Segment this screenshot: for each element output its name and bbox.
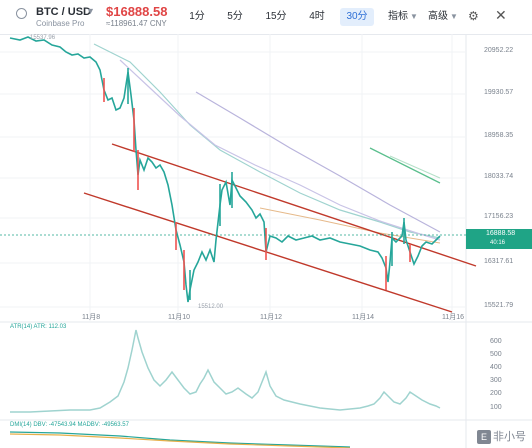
channel-upper-line: [111, 143, 477, 267]
chevron-down-icon: ▼: [450, 12, 458, 21]
advanced-button[interactable]: 高级 ▼: [428, 8, 458, 26]
atr-axis-label: 500: [490, 351, 502, 358]
symbol-pair[interactable]: BTC / USD: [36, 6, 91, 18]
up-candles: [127, 68, 405, 300]
exchange-label: Coinbase Pro: [36, 19, 85, 28]
indicators-label: 指标: [388, 11, 408, 22]
timeframe-4h[interactable]: 4时: [309, 11, 325, 22]
atr-axis-label: 600: [490, 338, 502, 345]
price-axis-label: 20952.22: [484, 47, 514, 54]
price-axis-label: 18958.35: [484, 132, 514, 139]
top-toolbar: BTC / USD Coinbase Pro ▼ $16888.58 ≈1189…: [0, 0, 532, 35]
logo-icon: E: [477, 430, 491, 444]
price-axis-label: 19930.57: [484, 89, 514, 96]
watermark-text: 非小号: [493, 431, 526, 443]
watermark: E 非小号: [477, 428, 526, 444]
close-icon[interactable]: ✕: [495, 7, 507, 23]
atr-axis: 600 500 400 300 200 100: [468, 322, 532, 420]
atr-line: [10, 329, 441, 413]
ma-line-lightgreen: [389, 155, 441, 179]
atr-axis-label: 100: [490, 404, 502, 411]
ma-line-green: [369, 147, 441, 184]
price-cny: ≈118961.47 CNY: [106, 19, 167, 28]
channel-lower-line: [83, 192, 453, 313]
atr-axis-label: 400: [490, 364, 502, 371]
symbol-icon: [16, 8, 27, 19]
time-axis-label: 11月14: [352, 314, 375, 321]
price-axis-label: 15521.79: [484, 302, 514, 309]
price-axis: 20952.22 19930.57 18958.35 18033.74 1715…: [468, 0, 532, 322]
timeframe-1m[interactable]: 1分: [189, 11, 205, 22]
down-candles: [103, 78, 411, 290]
price-axis-label: 18033.74: [484, 173, 514, 180]
ma-line-orange: [259, 207, 441, 244]
timeframe-30m[interactable]: 30分: [340, 8, 374, 26]
price-axis-label: 17156.23: [484, 213, 514, 220]
ma-line-teal: [93, 43, 441, 239]
atr-axis-label: 200: [490, 390, 502, 397]
current-price-tag-text: 16888.58: [486, 230, 516, 237]
time-axis-label: 11月8: [82, 314, 101, 321]
low-value-label: 15512.00: [198, 304, 224, 310]
countdown-tag-text: 40:16: [490, 240, 506, 246]
last-price: $16888.58: [106, 4, 168, 19]
ma-line-lavender: [195, 91, 441, 233]
advanced-label: 高级: [428, 11, 448, 22]
time-axis-label: 11月16: [442, 314, 465, 321]
time-axis-label: 11月10: [168, 314, 191, 321]
gear-icon[interactable]: ⚙: [468, 9, 479, 23]
price-line: [9, 36, 441, 303]
grid: [0, 34, 466, 322]
time-axis-label: 11月12: [260, 314, 283, 321]
current-price-tag: [466, 229, 532, 249]
chevron-down-icon[interactable]: ▼: [86, 6, 95, 16]
atr-legend: ATR(14) ATR: 112.03: [10, 324, 67, 330]
chevron-down-icon: ▼: [410, 12, 418, 21]
atr-axis-label: 300: [490, 377, 502, 384]
timeframe-5m[interactable]: 5分: [227, 11, 243, 22]
price-axis-label: 16317.61: [484, 258, 514, 265]
dmi-legend: DMI(14) DBV: -47543.94 MADBV: -49563.57: [10, 422, 129, 428]
timeframe-15m[interactable]: 15分: [265, 11, 287, 22]
dbv-line: [9, 431, 351, 448]
ma-line-purple: [119, 59, 441, 241]
indicators-button[interactable]: 指标 ▼: [388, 8, 418, 26]
start-value-label: 15537.96: [30, 35, 56, 41]
madbv-line: [9, 433, 351, 448]
